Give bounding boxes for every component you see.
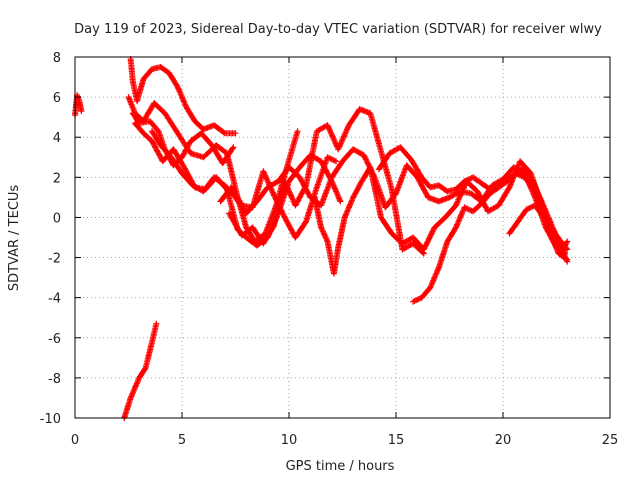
x-tick-label: 10 [281,433,298,448]
y-tick-label: 4 [53,131,61,146]
series-markers [226,106,427,257]
chart-title: Day 119 of 2023, Sidereal Day-to-day VTE… [74,22,602,37]
y-tick-label: -10 [40,412,61,427]
y-tick-label: 6 [53,91,61,106]
x-tick-label: 25 [602,433,619,448]
x-tick-label: 0 [71,433,79,448]
series-markers [410,164,571,305]
y-axis-label: SDTVAR / TECUs [7,185,22,292]
y-tick-label: 0 [53,211,61,226]
series-arc-8 [217,154,340,241]
x-tick-label: 20 [495,433,512,448]
y-tick-label: -2 [48,252,61,267]
series-arc-13 [506,202,571,253]
series-markers [506,202,571,253]
series-arc-9 [226,106,427,257]
x-tick-label: 15 [388,433,405,448]
y-tick-label: 2 [53,171,61,186]
series-arc-3 [127,56,239,137]
y-tick-label: -8 [48,372,61,387]
y-tick-label: 8 [53,51,61,66]
axis-ticks: 0 5 10 15 20 25 -10 -8 -6 -4 -2 0 2 4 6 8 [40,51,619,448]
data-points [72,56,571,421]
series-arc-12 [410,164,571,305]
y-tick-label: -4 [48,292,61,307]
plot-frame [74,56,611,419]
series-markers [217,154,340,241]
x-tick-label: 5 [178,433,186,448]
y-tick-label: -6 [48,332,61,347]
x-axis-label: GPS time / hours [286,459,395,474]
series-markers [127,56,239,137]
